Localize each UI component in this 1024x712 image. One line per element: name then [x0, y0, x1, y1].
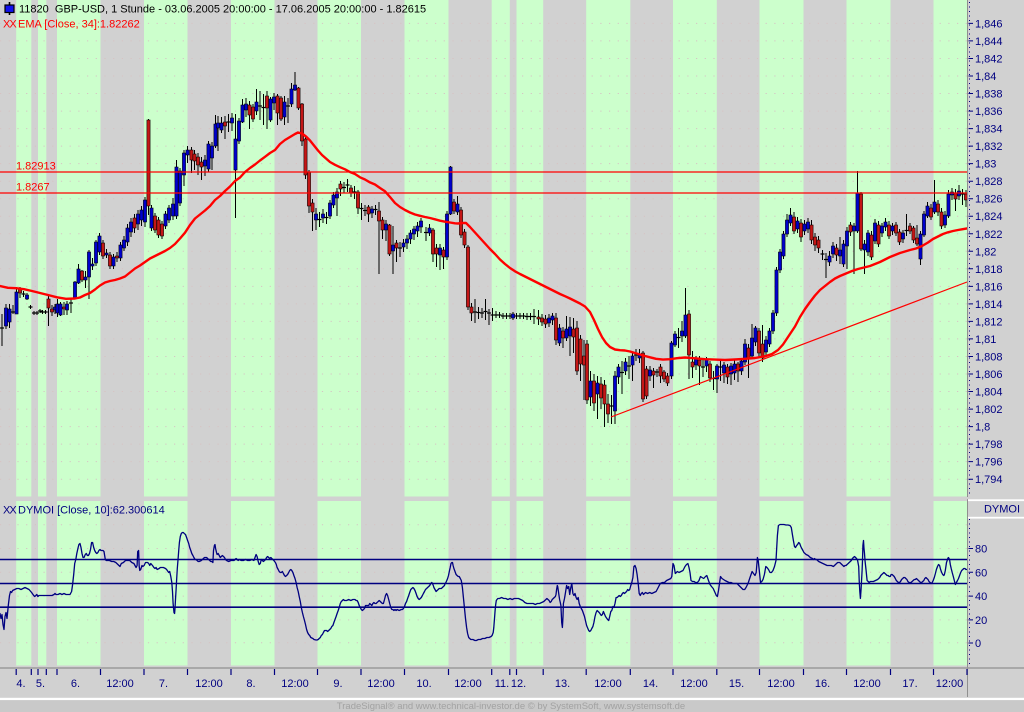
svg-text:XX: XX	[3, 19, 17, 31]
svg-text:1,812: 1,812	[975, 316, 1003, 328]
svg-text:12:00: 12:00	[936, 678, 964, 690]
svg-text:1,826: 1,826	[975, 194, 1003, 206]
svg-text:12:00: 12:00	[767, 678, 795, 690]
svg-text:1,84: 1,84	[975, 71, 996, 83]
svg-text:1,82: 1,82	[975, 246, 996, 258]
svg-text:XX: XX	[3, 505, 17, 517]
svg-text:1,804: 1,804	[975, 387, 1003, 399]
svg-text:1,834: 1,834	[975, 124, 1003, 136]
svg-text:0: 0	[975, 638, 981, 650]
svg-text:1,842: 1,842	[975, 54, 1003, 66]
svg-text:1,802: 1,802	[975, 404, 1003, 416]
svg-text:9.: 9.	[333, 678, 342, 690]
svg-text:12:00: 12:00	[281, 678, 309, 690]
svg-text:15.: 15.	[729, 678, 744, 690]
svg-text:14.: 14.	[643, 678, 658, 690]
svg-text:1,798: 1,798	[975, 439, 1003, 451]
svg-text:6.: 6.	[71, 678, 80, 690]
svg-text:11820 GBP-USD, 1 Stunde - 03.: 11820 GBP-USD, 1 Stunde - 03.06.2005 20:…	[19, 4, 426, 16]
svg-text:1,832: 1,832	[975, 141, 1003, 153]
svg-text:1,836: 1,836	[975, 106, 1003, 118]
svg-text:EMA [Close, 34]:1.82262: EMA [Close, 34]:1.82262	[18, 19, 140, 31]
svg-text:4.: 4.	[16, 678, 25, 690]
svg-text:DYMOI: DYMOI	[984, 504, 1020, 516]
svg-text:20: 20	[975, 615, 987, 627]
svg-text:12:00: 12:00	[680, 678, 708, 690]
svg-text:1,81: 1,81	[975, 334, 996, 346]
svg-text:5.: 5.	[36, 678, 45, 690]
svg-text:1,818: 1,818	[975, 264, 1003, 276]
svg-text:12:00: 12:00	[853, 678, 881, 690]
svg-text:1,814: 1,814	[975, 299, 1003, 311]
svg-text:12.: 12.	[511, 678, 526, 690]
svg-text:1,828: 1,828	[975, 176, 1003, 188]
svg-text:1,844: 1,844	[975, 36, 1003, 48]
svg-text:12:00: 12:00	[594, 678, 622, 690]
svg-text:1,8: 1,8	[975, 422, 990, 434]
svg-text:17.: 17.	[902, 678, 917, 690]
svg-text:40: 40	[975, 591, 987, 603]
svg-text:DYMOI [Close, 10]:62.300614: DYMOI [Close, 10]:62.300614	[18, 505, 165, 517]
svg-text:1,83: 1,83	[975, 159, 996, 171]
svg-text:13.: 13.	[555, 678, 570, 690]
svg-text:11.: 11.	[495, 678, 509, 690]
svg-text:12:00: 12:00	[195, 678, 223, 690]
svg-text:16.: 16.	[815, 678, 830, 690]
svg-text:1,806: 1,806	[975, 369, 1003, 381]
svg-text:7.: 7.	[159, 678, 168, 690]
svg-text:12:00: 12:00	[367, 678, 395, 690]
svg-text:1,796: 1,796	[975, 457, 1003, 469]
svg-text:10.: 10.	[416, 678, 431, 690]
svg-text:12:00: 12:00	[106, 678, 134, 690]
svg-text:1,808: 1,808	[975, 352, 1003, 364]
svg-text:1.82913: 1.82913	[16, 161, 56, 173]
svg-text:60: 60	[975, 567, 987, 579]
svg-text:1.8267: 1.8267	[16, 182, 50, 194]
svg-text:TradeSignal® and www.technical: TradeSignal® and www.technical-investor.…	[337, 701, 685, 712]
svg-text:1,794: 1,794	[975, 474, 1003, 486]
svg-text:1,822: 1,822	[975, 229, 1003, 241]
svg-text:12:00: 12:00	[454, 678, 482, 690]
svg-text:1,824: 1,824	[975, 211, 1003, 223]
svg-text:1,816: 1,816	[975, 281, 1003, 293]
svg-text:1,846: 1,846	[975, 18, 1003, 30]
svg-text:1,838: 1,838	[975, 89, 1003, 101]
svg-text:8.: 8.	[246, 678, 255, 690]
svg-text:80: 80	[975, 544, 987, 556]
